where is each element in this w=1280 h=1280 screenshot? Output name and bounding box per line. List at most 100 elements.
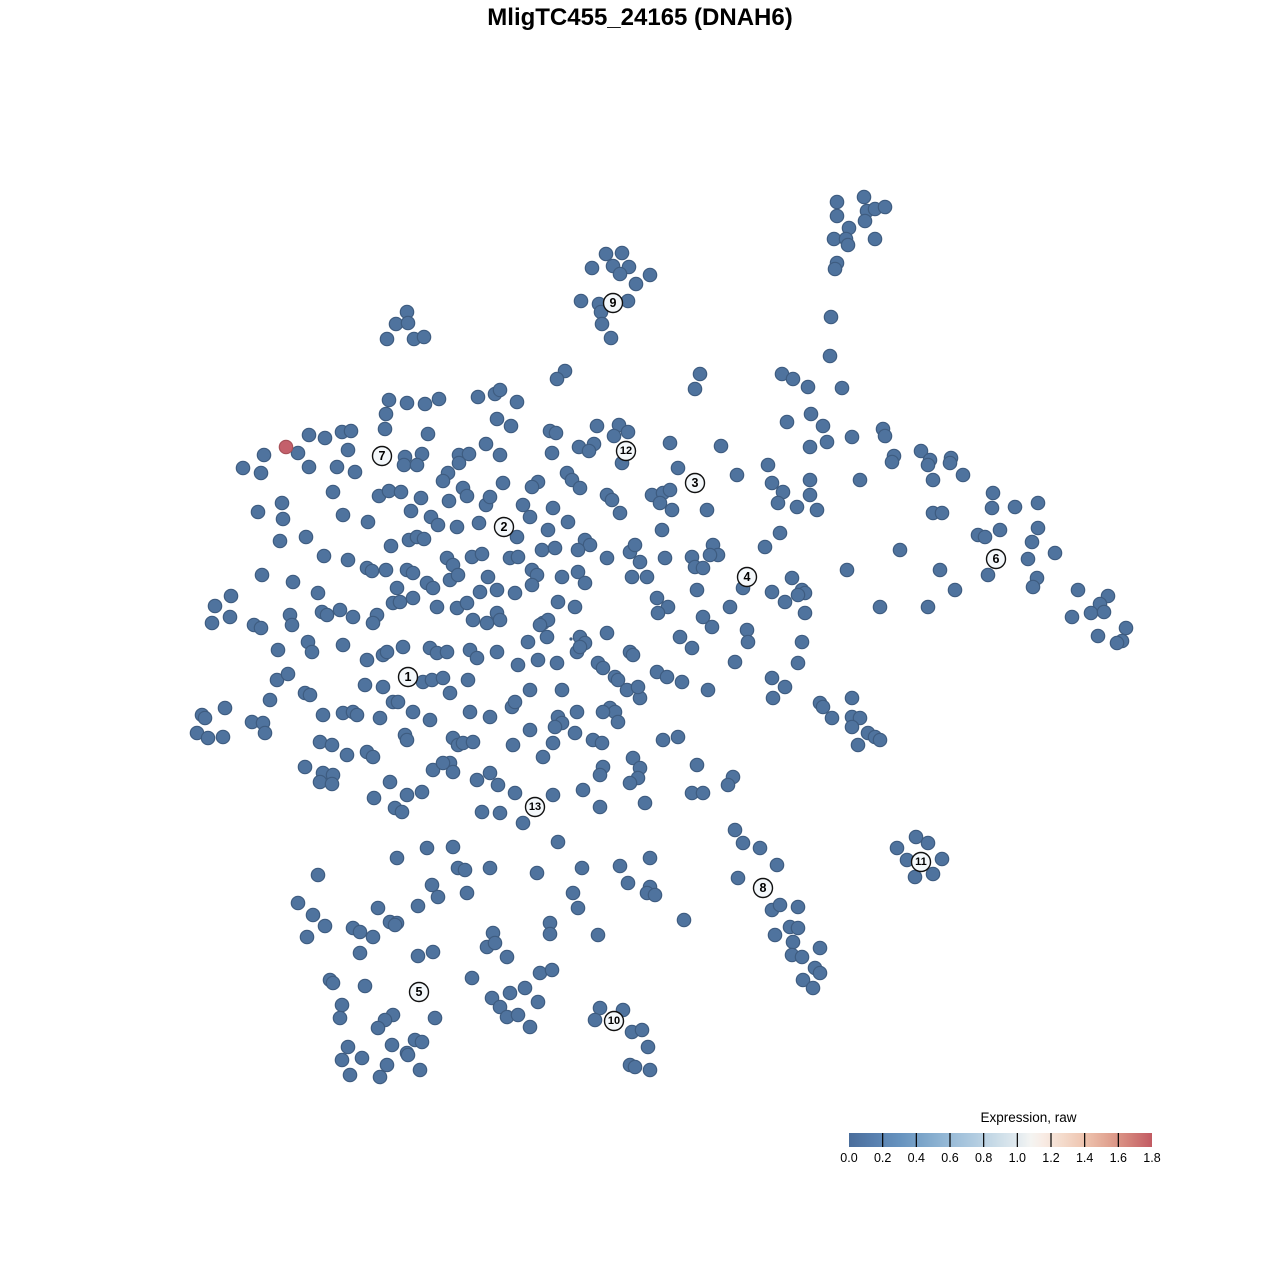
cluster-label-9: 9 bbox=[602, 292, 624, 314]
data-point bbox=[365, 749, 381, 765]
data-point bbox=[345, 609, 361, 625]
cluster-label-circle bbox=[603, 1010, 625, 1032]
data-point bbox=[565, 885, 581, 901]
data-point bbox=[459, 488, 475, 504]
data-point bbox=[302, 687, 318, 703]
data-point bbox=[809, 502, 825, 518]
data-point bbox=[695, 609, 711, 625]
data-point bbox=[379, 331, 395, 347]
data-point bbox=[614, 245, 630, 261]
data-point bbox=[499, 949, 515, 965]
data-point bbox=[480, 569, 496, 585]
data-point bbox=[654, 522, 670, 538]
data-point bbox=[429, 599, 445, 615]
cluster-label-text: 12 bbox=[620, 445, 632, 457]
data-point bbox=[790, 655, 806, 671]
data-point bbox=[827, 261, 843, 277]
data-point bbox=[695, 560, 711, 576]
data-point bbox=[256, 447, 272, 463]
data-point bbox=[689, 582, 705, 598]
data-point bbox=[772, 897, 788, 913]
data-point bbox=[340, 1039, 356, 1055]
data-point bbox=[544, 962, 560, 978]
data-point bbox=[790, 587, 806, 603]
data-point bbox=[739, 622, 755, 638]
data-point bbox=[334, 1052, 350, 1068]
data-point bbox=[290, 445, 306, 461]
data-point bbox=[522, 722, 538, 738]
cluster-label-text: 6 bbox=[993, 552, 1000, 566]
data-point bbox=[301, 459, 317, 475]
data-point bbox=[713, 438, 729, 454]
data-point bbox=[589, 418, 605, 434]
data-point bbox=[299, 929, 315, 945]
data-point bbox=[545, 787, 561, 803]
data-point bbox=[392, 594, 408, 610]
data-point bbox=[517, 980, 533, 996]
data-point bbox=[642, 267, 658, 283]
data-point bbox=[509, 529, 525, 545]
data-point bbox=[317, 918, 333, 934]
data-point bbox=[764, 475, 780, 491]
cluster-label-4: 4 bbox=[736, 566, 758, 588]
data-point bbox=[290, 895, 306, 911]
legend-tick-label: 1.0 bbox=[1009, 1151, 1026, 1165]
data-point bbox=[649, 590, 665, 606]
data-point bbox=[435, 755, 451, 771]
data-point bbox=[507, 785, 523, 801]
data-point bbox=[409, 457, 425, 473]
cluster-label-2: 2 bbox=[493, 516, 515, 538]
data-point bbox=[522, 509, 538, 525]
cluster-label-6: 6 bbox=[985, 548, 1007, 570]
data-point bbox=[695, 785, 711, 801]
data-point bbox=[395, 639, 411, 655]
data-point bbox=[530, 994, 546, 1010]
cluster-label-circle bbox=[602, 292, 624, 314]
data-point bbox=[777, 679, 793, 695]
data-point bbox=[441, 493, 457, 509]
data-point bbox=[1025, 579, 1041, 595]
data-point bbox=[872, 599, 888, 615]
data-point bbox=[570, 900, 586, 916]
data-point bbox=[934, 505, 950, 521]
data-point bbox=[343, 423, 359, 439]
data-point bbox=[913, 443, 929, 459]
data-point bbox=[570, 542, 586, 558]
data-point bbox=[625, 750, 641, 766]
data-point bbox=[510, 657, 526, 673]
data-point bbox=[489, 411, 505, 427]
data-point bbox=[465, 734, 481, 750]
data-point bbox=[1064, 609, 1080, 625]
data-point bbox=[197, 710, 213, 726]
cluster-label-circle bbox=[736, 566, 758, 588]
data-point bbox=[840, 237, 856, 253]
data-point bbox=[413, 490, 429, 506]
data-point bbox=[689, 757, 705, 773]
data-point bbox=[462, 704, 478, 720]
cluster-label-text: 3 bbox=[692, 476, 699, 490]
cluster-label-text: 11 bbox=[915, 856, 927, 868]
data-point bbox=[200, 730, 216, 746]
data-point bbox=[325, 975, 341, 991]
data-point bbox=[449, 519, 465, 535]
data-point bbox=[581, 443, 597, 459]
data-point bbox=[610, 672, 626, 688]
data-point bbox=[425, 762, 441, 778]
data-point bbox=[529, 865, 545, 881]
data-point bbox=[305, 907, 321, 923]
data-point bbox=[329, 459, 345, 475]
data-point bbox=[670, 729, 686, 745]
data-point bbox=[628, 276, 644, 292]
data-point bbox=[554, 569, 570, 585]
data-point bbox=[1109, 635, 1125, 651]
data-point bbox=[379, 644, 395, 660]
data-point bbox=[932, 562, 948, 578]
data-point bbox=[274, 495, 290, 511]
cluster-label-text: 13 bbox=[529, 801, 541, 813]
data-point bbox=[587, 1012, 603, 1028]
data-point bbox=[482, 860, 498, 876]
data-point bbox=[1090, 628, 1106, 644]
data-point bbox=[655, 732, 671, 748]
data-point bbox=[405, 590, 421, 606]
